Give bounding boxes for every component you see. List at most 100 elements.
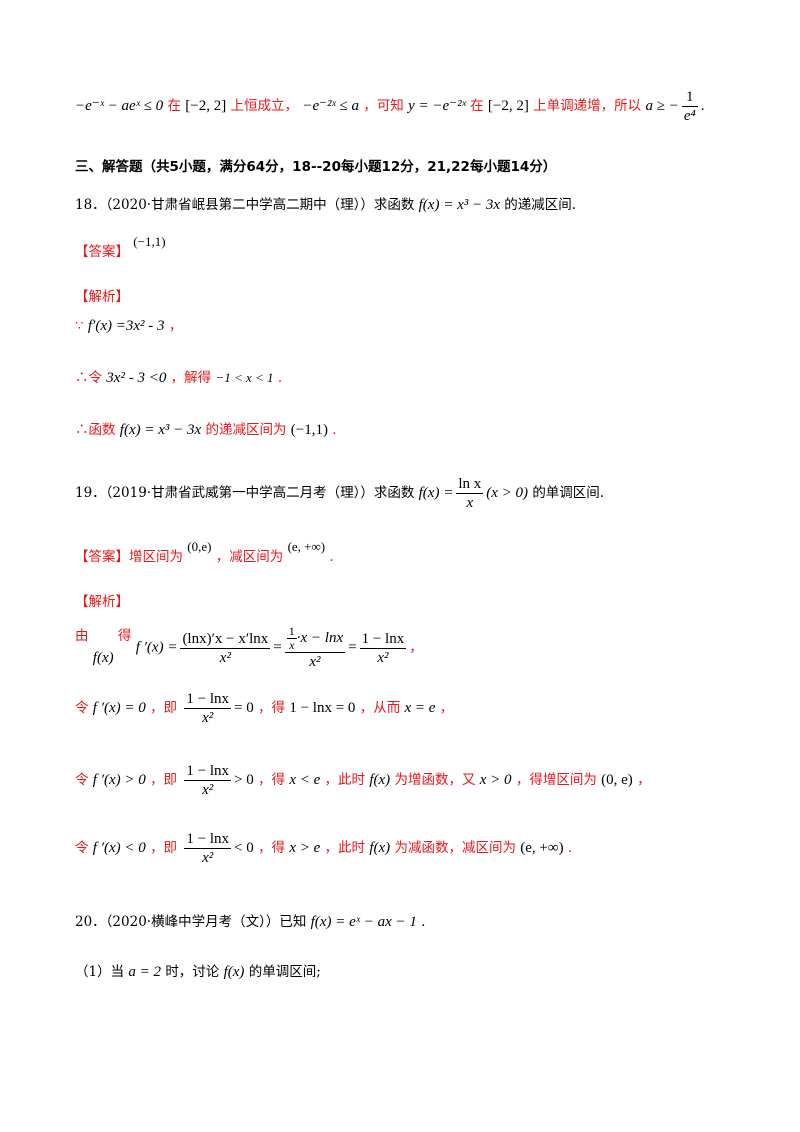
denominator: x² — [219, 649, 231, 666]
numerator: (lnx)′x − x′lnx — [180, 630, 271, 649]
fraction: 1 e⁴ — [681, 88, 698, 125]
text: = — [273, 639, 282, 656]
math-function: f(x) = — [418, 485, 454, 501]
prev-solution-line: −e⁻ˣ − aeˣ ≤ 0 在 [−2, 2] 上恒成立， −e⁻²ˣ ≤ a… — [75, 88, 740, 125]
text: ，得增区间为 — [515, 772, 597, 788]
fraction: (lnx)′x − x′lnx x² — [180, 630, 271, 667]
fraction: 1 − lnx x² — [359, 630, 407, 667]
text: 20．（2020·横峰中学月考（文））已知 — [75, 914, 307, 930]
text: 为增函数，又 — [394, 772, 476, 788]
text: . — [700, 98, 705, 114]
text: 在 — [470, 98, 484, 114]
math-inequality: −e⁻ˣ − aeˣ ≤ 0 — [75, 98, 164, 114]
q19-step-lt: 令 f ′(x) < 0 ，即 1 − lnx x² < 0 ，得 x > e ，此… — [75, 830, 740, 867]
text: ，得 — [258, 700, 286, 716]
text: 由 — [75, 627, 89, 644]
numerator: 1 − lnx — [359, 630, 407, 649]
text: ，此时 — [324, 840, 366, 856]
text: ， — [168, 318, 183, 334]
math-inequality: x < e — [289, 772, 321, 788]
text: ∴函数 — [75, 422, 116, 438]
answer-label: 【答案】 — [75, 549, 129, 565]
q18-step1: ∵ f′(x) =3x² - 3 ， — [75, 314, 740, 335]
math-function: f(x) — [369, 840, 391, 856]
q19-step-gt: 令 f ′(x) > 0 ，即 1 − lnx x² > 0 ，得 x < e ，此… — [75, 762, 740, 799]
q20-stem: 20．（2020·横峰中学月考（文））已知 f(x) = eˣ − ax − 1… — [75, 910, 740, 931]
text: ，得 — [258, 772, 286, 788]
text: ， — [439, 700, 454, 716]
text: 令 — [75, 772, 89, 788]
text: < 0 — [234, 840, 254, 856]
math-function: y = −e⁻²ˣ — [408, 98, 466, 114]
text: ， — [409, 639, 423, 656]
q18-answer: 【答案】 (−1,1) — [75, 234, 740, 260]
text: 在 — [167, 98, 181, 114]
math-interval: (−1,1) — [290, 422, 328, 438]
text: ·x − lnx — [296, 629, 344, 646]
math-inequality: f ′(x) > 0 — [92, 772, 146, 788]
fraction: 1 − lnx x² — [184, 830, 231, 867]
math-function: f(x) = x³ − 3x — [119, 422, 202, 438]
text: . — [329, 549, 334, 565]
math-inequality: −1 < x < 1 — [215, 370, 274, 385]
math-condition: (x > 0) — [486, 485, 529, 501]
q19-stem: 19．（2019·甘肃省武威第一中学高二月考（理））求函数 f(x) = ln x… — [75, 475, 740, 512]
math-inequality: a ≥ − — [645, 98, 679, 114]
math-function: f(x) = x³ − 3x — [418, 197, 500, 213]
text: ，即 — [150, 840, 178, 856]
math-function: f(x) — [92, 649, 114, 666]
math-inequality: x > e — [289, 840, 321, 856]
math-equation: x = e — [404, 700, 436, 716]
denominator: x² — [309, 654, 321, 670]
fraction: 1 − lnx x² — [184, 690, 231, 727]
denominator: x² — [377, 649, 389, 666]
math-function: f(x) — [369, 772, 391, 788]
text: ，可知 — [363, 98, 404, 114]
math-equation: f ′(x) = 0 — [92, 700, 146, 716]
math-derivative: f ′(x) = — [135, 639, 178, 656]
text: 为减函数，减区间为 — [394, 840, 516, 856]
q18-step2: ∴令 3x² - 3 <0 ，解得 −1 < x < 1 . — [75, 366, 740, 387]
math-inequality: −e⁻²ˣ ≤ a — [302, 98, 359, 114]
q18-step3: ∴函数 f(x) = x³ − 3x 的递减区间为 (−1,1) . — [75, 418, 740, 439]
text: 的递减区间. — [504, 197, 577, 213]
text: ，从而 — [359, 700, 401, 716]
math-equation: a = 2 — [128, 964, 162, 980]
denominator: e⁴ — [683, 108, 696, 124]
text: （1）当 — [75, 964, 125, 980]
denominator: x² — [202, 782, 214, 798]
fraction: 1 − lnx x² — [184, 762, 231, 799]
text: 的单调区间; — [248, 964, 321, 980]
math-function: f(x) = eˣ − ax − 1 — [310, 914, 417, 930]
numerator: 1 − lnx — [184, 691, 231, 709]
section-title: 三、解答题（共5小题，满分64分，18--20每小题12分，21,22每小题14… — [75, 159, 557, 175]
text: 令 — [75, 840, 89, 856]
math-derivative: f′(x) =3x² - 3 — [87, 318, 165, 334]
numerator: ln x — [456, 476, 484, 494]
text: > 0 — [234, 772, 254, 788]
q18-analysis-label: 【解析】 — [75, 289, 129, 305]
math-interval: [−2, 2] — [185, 98, 227, 114]
math-equation: 1 − lnx = 0 — [289, 700, 356, 716]
fraction: 1 x ·x − lnx x² — [284, 624, 346, 671]
text: 上单调递增，所以 — [533, 98, 642, 114]
text: 得 — [117, 627, 132, 644]
denominator: x² — [202, 710, 214, 726]
answer-label: 【答案】 — [75, 244, 129, 260]
q19-derivation: 由 f(x) 得 f ′(x) = (lnx)′x − x′lnx x² = 1 x ·x … — [75, 625, 740, 671]
text: ∴令 — [75, 370, 102, 386]
denominator: x — [466, 495, 474, 511]
text: 时，讨论 — [165, 964, 220, 980]
numerator: 1 — [286, 624, 297, 639]
text: . — [421, 914, 426, 930]
q19-step-eq: 令 f ′(x) = 0 ，即 1 − lnx x² = 0 ，得 1 − lnx … — [75, 690, 740, 727]
text: 的递减区间为 — [205, 422, 287, 438]
text: ，减区间为 — [215, 549, 284, 565]
math-interval: (e, +∞) — [520, 840, 564, 856]
math-interval: (e, +∞) — [287, 539, 326, 554]
text: 上恒成立， — [230, 98, 299, 114]
numerator: 1 − lnx — [184, 763, 231, 781]
text: ，即 — [150, 700, 178, 716]
